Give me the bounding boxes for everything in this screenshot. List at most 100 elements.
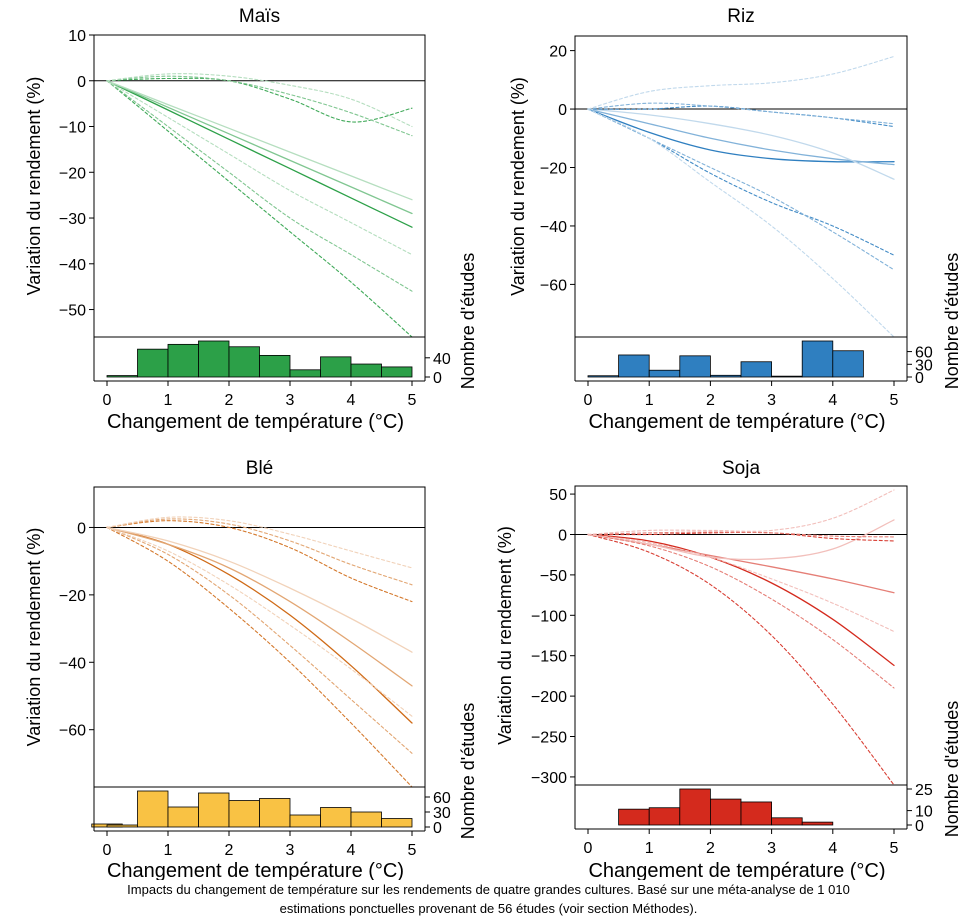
count-tick-label: 25 [915,782,933,799]
series-line-2 [587,108,895,166]
histogram-bar [710,798,742,826]
series-group [587,489,895,786]
histogram [618,788,834,826]
histogram-bar [381,818,413,828]
x-tick-label: 4 [828,392,837,409]
series-line-5 [106,518,413,586]
histogram-bar [618,808,650,826]
y-tick-label: −60 [59,723,86,740]
series-line-3 [587,108,895,180]
x-tick-label: 4 [347,392,356,409]
histogram-bar [350,363,382,378]
y-axis-label: Variation du rendement (%) [508,77,528,296]
x-axis-label: Changement de température (°C) [107,411,404,433]
x-tick-label: 5 [408,392,417,409]
histogram-bar [228,346,260,378]
y-tick-label: 0 [558,102,567,119]
count-tick-label: 0 [915,370,924,387]
series-line-7 [587,533,895,786]
x-tick-label: 3 [767,392,776,409]
count-axis-label: Nombre d'études [458,253,478,390]
x-axis-label: Changement de température (°C) [107,860,404,880]
panel-title: Blé [246,458,273,479]
x-tick-label: 1 [645,840,654,857]
y-tick-label: −150 [531,649,567,666]
x-tick-label: 0 [584,840,593,857]
series-line-7 [106,526,413,788]
y-tick-label: −50 [59,303,86,320]
x-tick-label: 1 [164,392,173,409]
x-tick-label: 1 [645,392,654,409]
histogram-bar [679,788,711,826]
y-tick-label: 0 [77,520,86,537]
series-line-8 [587,533,895,689]
y-axis-label: Variation du rendement (%) [24,528,44,747]
plot-frame [93,486,426,788]
series-line-1 [106,80,413,228]
y-tick-label: −60 [540,277,567,294]
series-line-2 [106,80,413,215]
panel-title: Soja [722,458,760,479]
series-line-9 [587,108,895,338]
histogram-bar [350,811,382,828]
series-line-1 [106,526,413,724]
series-line-9 [587,533,895,633]
y-tick-label: −200 [531,689,567,706]
caption-line-2: estimations ponctuelles provenant de 56 … [279,901,698,916]
x-axis-label: Changement de température (°C) [588,860,885,880]
histogram-bar [259,798,291,828]
series-line-8 [587,108,895,271]
series-line-7 [106,80,413,338]
series-line-8 [106,80,413,292]
series-line-2 [106,526,413,687]
series-line-3 [106,526,413,653]
x-tick-label: 1 [164,842,173,859]
series-line-9 [106,526,413,717]
series-line-5 [587,531,895,538]
histogram-bar [832,350,864,378]
plot-frame [93,34,426,338]
histogram-bar [740,801,773,826]
series-line-9 [106,80,413,256]
y-tick-label: −100 [531,608,567,625]
histogram-bar [259,354,291,378]
histogram-bar [801,340,834,378]
count-tick-label: 0 [915,818,924,835]
histogram-bar [587,375,620,378]
series-line-5 [106,75,413,137]
y-tick-label: −20 [540,161,567,178]
y-tick-label: 0 [77,74,86,91]
series-line-4 [106,77,413,123]
series-line-4 [106,520,413,603]
x-tick-label: 3 [286,392,295,409]
y-tick-label: −30 [59,211,86,228]
y-tick-label: −300 [531,770,567,787]
histogram-bar [648,369,681,378]
series-group [106,73,413,338]
series-line-1 [587,108,895,163]
count-tick-label: 40 [433,351,451,368]
histogram-bar [320,807,352,828]
x-tick-label: 3 [767,840,776,857]
y-tick-label: −50 [540,568,567,585]
series-line-6 [106,73,413,128]
panel-title: Maïs [239,6,280,27]
y-tick-label: −10 [59,120,86,137]
histogram-bar [198,340,230,378]
histogram-bar [320,356,352,378]
series-line-8 [106,526,413,754]
series-line-1 [587,533,895,667]
y-tick-label: 0 [558,527,567,544]
histogram-bar [771,375,803,378]
histogram-bar [137,790,169,828]
count-axis-label: Nombre d'études [942,253,962,390]
x-axis-label: Changement de température (°C) [588,411,885,433]
histogram [91,790,413,828]
x-tick-label: 0 [103,842,112,859]
count-axis-label: Nombre d'études [458,703,478,840]
series-line-5 [587,102,895,125]
x-tick-label: 0 [103,392,112,409]
x-tick-label: 2 [706,840,715,857]
histogram-bar [289,814,321,828]
